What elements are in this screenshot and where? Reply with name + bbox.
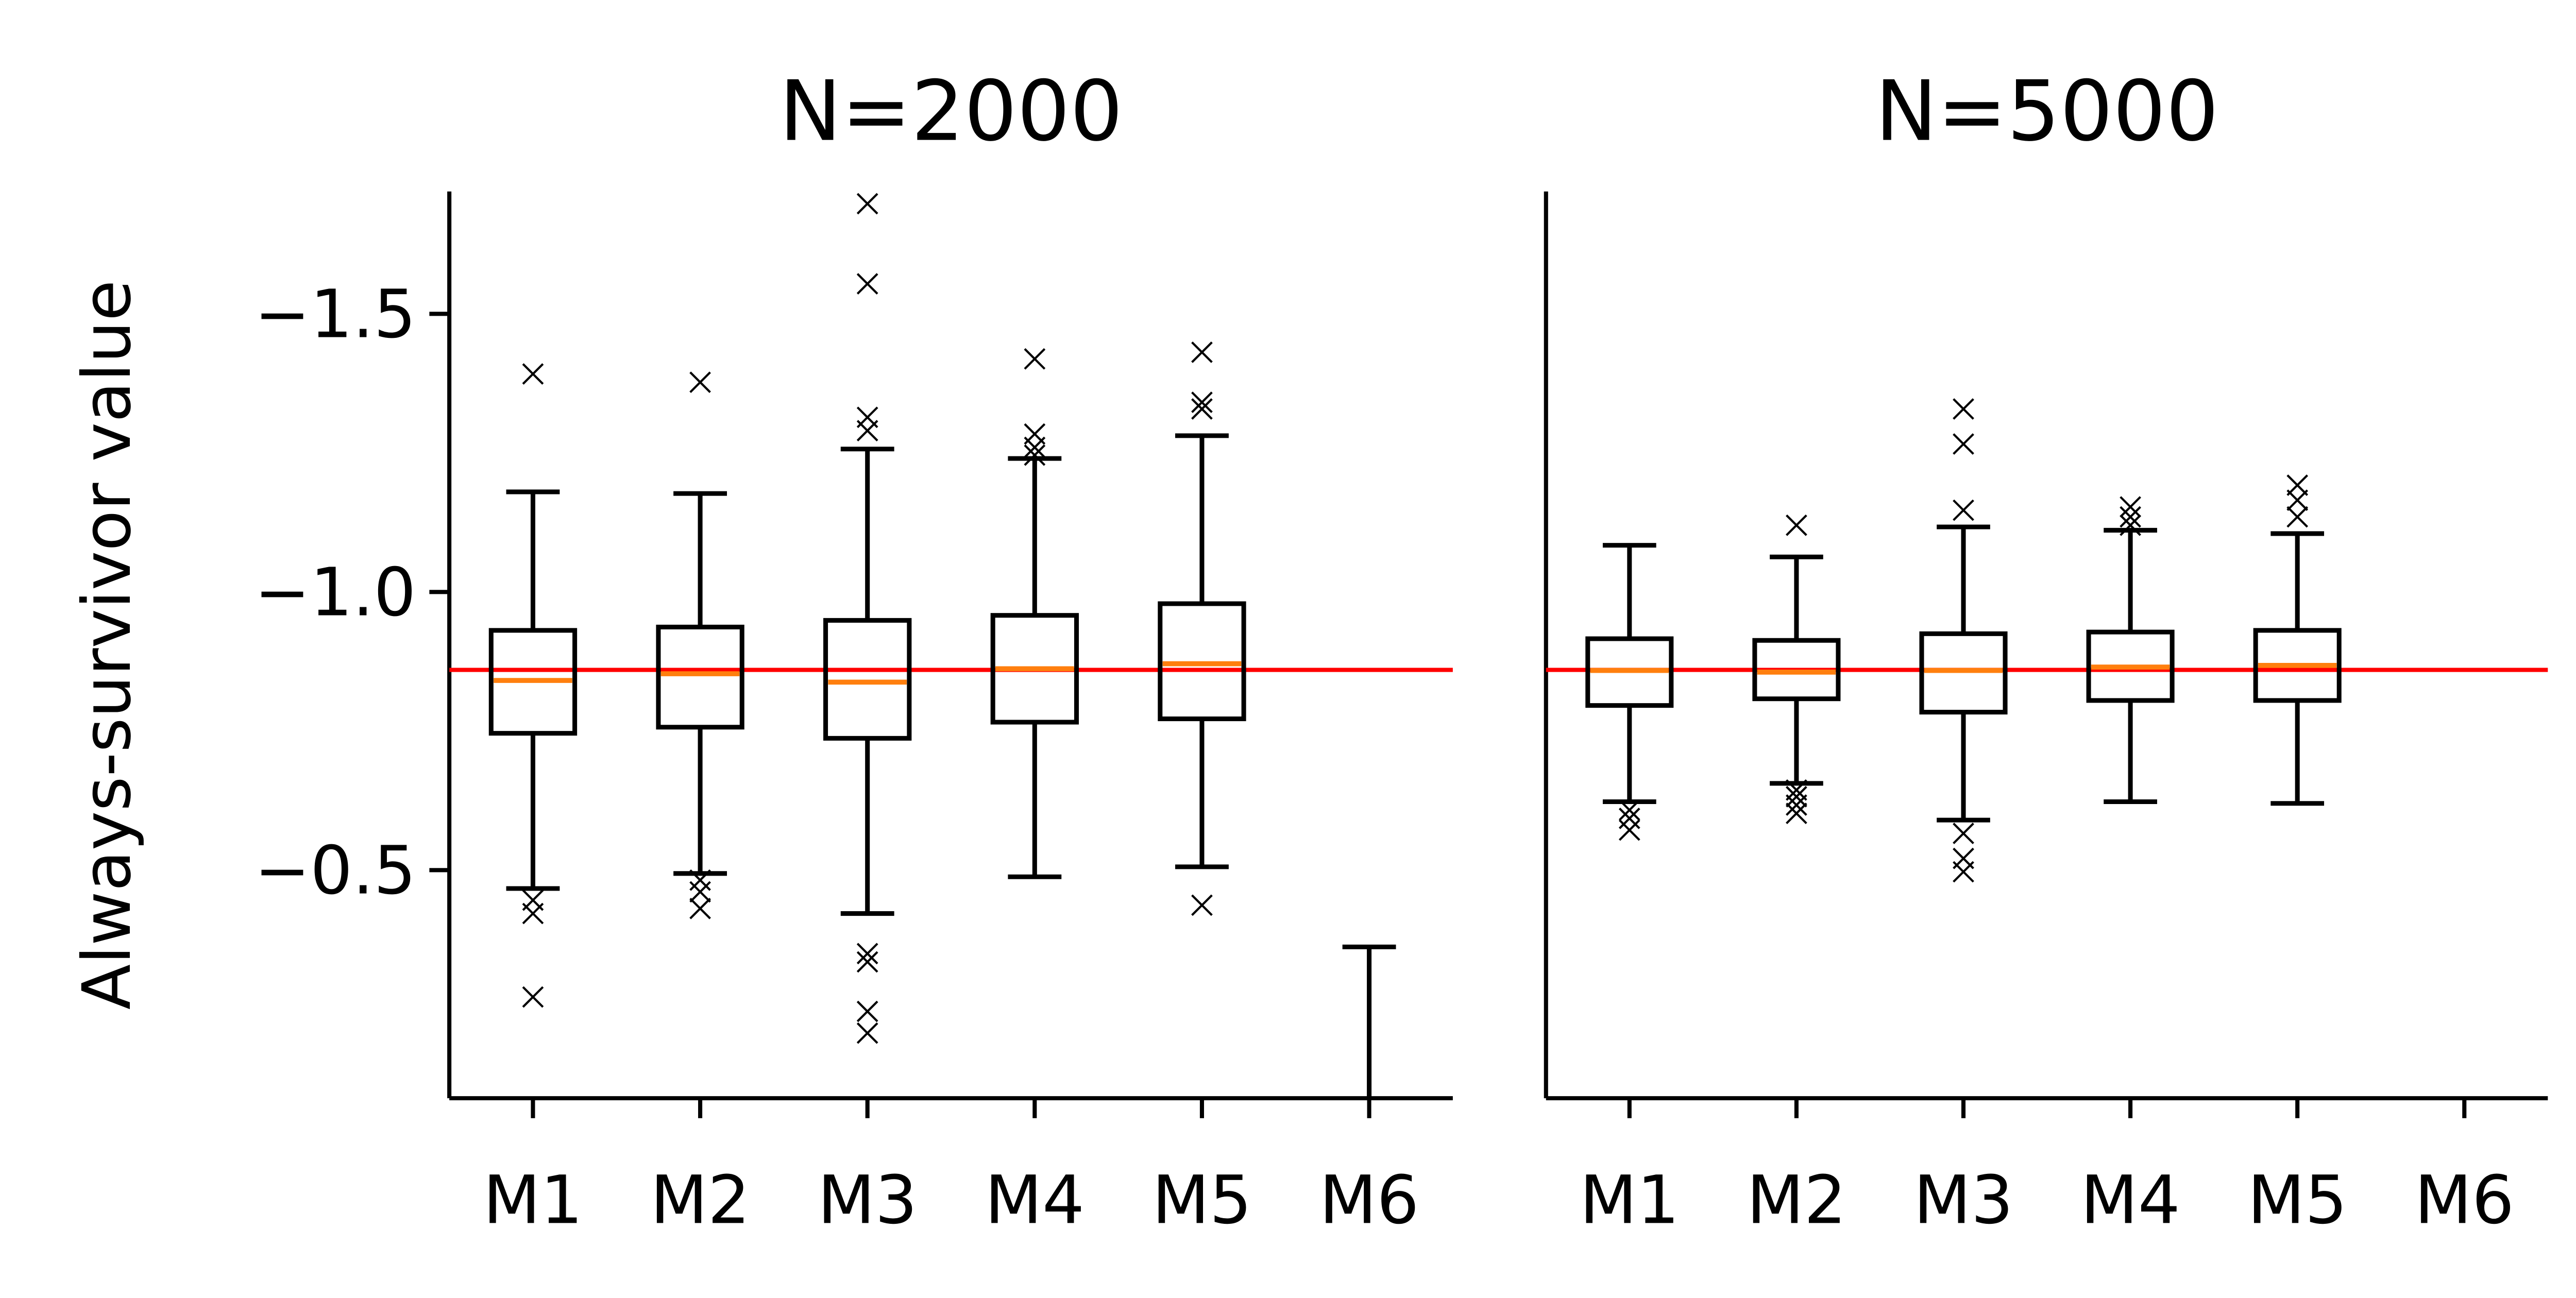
y-tick-label: −1.0	[255, 554, 416, 631]
outlier	[856, 943, 878, 965]
x-tick-label: M5	[1152, 1162, 1252, 1239]
outlier	[856, 951, 878, 973]
box	[823, 618, 912, 741]
outlier	[1786, 794, 1807, 816]
y-axis-label: Always-survivor value	[69, 280, 146, 1010]
outlier	[1618, 819, 1640, 841]
box	[2086, 629, 2175, 703]
outlier	[2286, 489, 2309, 511]
outlier	[2286, 506, 2309, 528]
outlier	[1024, 436, 1046, 458]
box	[990, 613, 1079, 725]
x-tick-label: M2	[1747, 1162, 1846, 1239]
outlier	[2120, 506, 2141, 528]
outlier	[689, 869, 711, 891]
outlier	[1191, 894, 1213, 916]
x-tick-label: M5	[2247, 1162, 2347, 1239]
panel-title: N=2000	[779, 63, 1123, 160]
y-tick-label: −1.5	[255, 276, 416, 353]
outlier	[1953, 398, 1974, 420]
outlier	[856, 193, 878, 215]
outlier	[1786, 802, 1807, 825]
outlier	[1618, 808, 1640, 829]
x-tick-label: M4	[985, 1162, 1085, 1239]
outlier	[1786, 779, 1807, 801]
outlier	[1024, 444, 1046, 466]
outlier	[856, 1000, 878, 1022]
x-tick-label: M6	[1319, 1162, 1419, 1239]
outlier	[1953, 861, 1974, 883]
x-tick-label: M4	[2080, 1162, 2180, 1239]
box	[1752, 638, 1841, 702]
outlier	[1953, 823, 1974, 844]
x-tick-label: M6	[2414, 1162, 2514, 1239]
outlier	[856, 420, 878, 441]
outlier	[1024, 348, 1046, 370]
outlier	[689, 881, 711, 903]
x-tick-label: M3	[818, 1162, 918, 1239]
outlier	[1786, 785, 1807, 808]
x-tick-label: M3	[1913, 1162, 2013, 1239]
y-tick-label: −0.5	[255, 832, 416, 910]
box	[656, 624, 744, 730]
x-tick-label: M2	[650, 1162, 750, 1239]
box	[1158, 601, 1246, 722]
box	[488, 628, 578, 736]
x-tick-label: M1	[1580, 1162, 1680, 1239]
outlier	[2120, 514, 2141, 536]
outlier	[1953, 499, 1974, 521]
box	[1919, 631, 2008, 715]
outlier	[1953, 433, 1974, 455]
outlier	[1786, 514, 1807, 536]
outlier	[689, 897, 711, 919]
outlier	[856, 1022, 878, 1044]
x-tick-label: M1	[483, 1162, 583, 1239]
outlier	[522, 902, 544, 925]
outlier	[856, 273, 878, 295]
box	[1585, 636, 1674, 708]
outlier	[1191, 341, 1213, 363]
outlier	[689, 371, 711, 394]
outlier	[1618, 799, 1640, 821]
panel-title: N=5000	[1875, 63, 2218, 160]
outlier	[1191, 391, 1213, 413]
outlier	[1191, 398, 1213, 420]
outlier	[522, 363, 544, 385]
outlier	[522, 986, 544, 1008]
outlier	[2286, 474, 2309, 496]
box	[2253, 628, 2342, 703]
outlier	[2120, 496, 2141, 518]
